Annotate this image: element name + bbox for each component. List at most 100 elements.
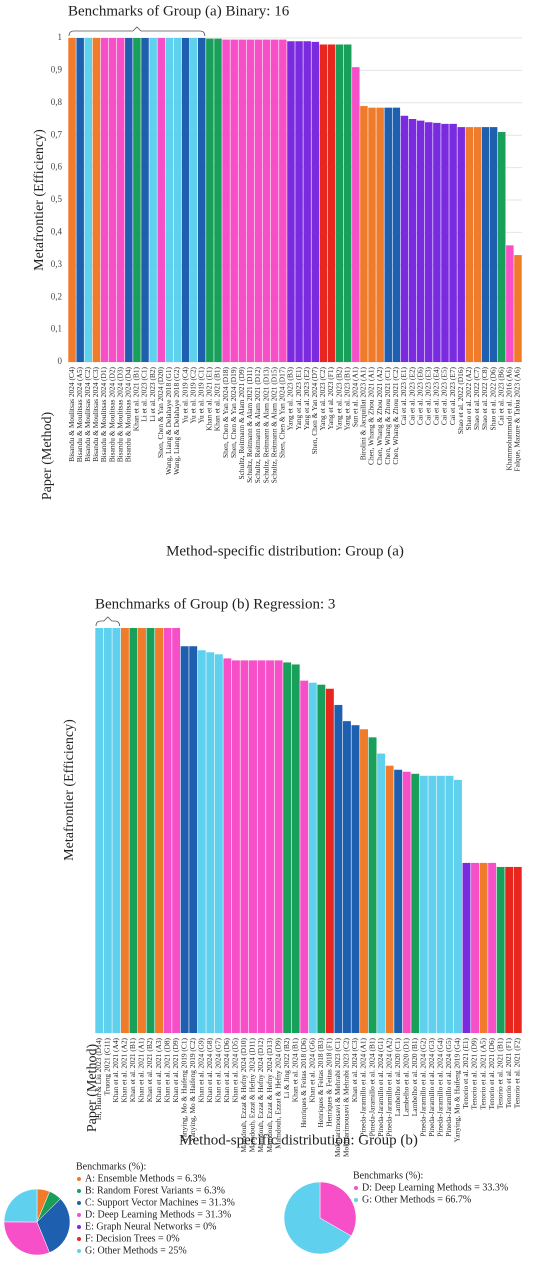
x-tick-label: Schultz, Reitmann & Alam 2021 (D11) — [245, 366, 254, 482]
x-tick-label: Schultz, Reitmann & Alam 2021 (D12) — [253, 366, 262, 483]
x-tick-label: Mamdouh, Ezzat & Hefny 2024 (D10) — [239, 1037, 248, 1152]
y-tick-label: 0,2 — [51, 291, 62, 301]
x-tick-label: Shen, Chen & Yan 2024 (D19) — [229, 366, 238, 457]
x-tick-label: Tenorio et al. 2021 (B1) — [495, 1037, 504, 1109]
x-tick-label: Yang et al. 2023 (B1) — [342, 366, 351, 430]
x-tick-label: Chen, Whang & Zhou 2021 (A1) — [367, 366, 376, 465]
bar — [402, 771, 411, 1033]
bar — [279, 39, 287, 363]
bar — [206, 38, 214, 362]
x-tick-label: Cai et al. 2023 (E2) — [407, 366, 416, 425]
bar — [257, 660, 266, 1033]
bar — [471, 862, 479, 1033]
x-tick-label: Chen, Whang & Zhou 2021 (A2) — [375, 366, 384, 465]
pie-slice — [3, 1188, 38, 1223]
pie-slice — [283, 1181, 352, 1255]
x-tick-label: Tenorio et al. 2021 (D6) — [487, 1037, 496, 1109]
x-tick-label: Pineda-Jaramillo et al. 2024 (B1) — [367, 1037, 376, 1136]
x-tick-label: Tenorio et al. 2021 (F2) — [512, 1037, 521, 1108]
bar — [112, 628, 121, 1033]
bar — [462, 862, 471, 1033]
legend-marker — [354, 1198, 358, 1202]
x-tick-label: Lambelho et al. 2020 (D1) — [401, 1037, 410, 1116]
caption: Method-specific distribution: Group (a) — [166, 543, 404, 559]
bar — [400, 115, 409, 362]
bar — [489, 127, 498, 362]
x-tick-label: Henriques & Feitas 2018 (F1) — [325, 1037, 334, 1126]
x-tick-label: Schultz, Reitmann & Alam 2021 (D15) — [269, 366, 278, 483]
legend-marker — [354, 1186, 358, 1190]
bar — [214, 654, 223, 1033]
x-tick-label: Pineda-Jaramillo et al. 2024 (G3) — [427, 1037, 436, 1136]
x-tick-label: Khan et al. 2021 (B2) — [145, 1037, 154, 1102]
x-tick-label: Tenorio et al. 2021 (F1) — [504, 1037, 513, 1108]
bar — [84, 38, 93, 362]
x-tick-label: Mokhtarimousavi & Mehrabi 2023 (C1) — [333, 1037, 342, 1157]
x-tick-label: Shen, Chen & Yan 2024 (D7) — [310, 366, 319, 454]
x-tick-label: Falque, Mazure & Tabia 2023 (A6) — [513, 366, 522, 471]
x-tick-label: Li et al. 2023 (C1) — [140, 366, 149, 421]
x-tick-label: Henriques & Feitas 2018 (D6) — [299, 1037, 308, 1127]
bar — [377, 753, 386, 1033]
x-tick-label: Wang, Liang & Delahaye 2018 (G2) — [172, 366, 181, 474]
x-tick-label: Cai et al. 2023 (E6) — [415, 366, 424, 425]
bar — [223, 658, 232, 1033]
x-tick-label: Yang et al. 2023 (B2) — [334, 366, 343, 430]
x-tick-label: Mamdouh, Ezzat & Hefny 2024 (D9) — [273, 1037, 282, 1148]
y-tick-label: 0,9 — [51, 64, 63, 74]
x-tick-label: Pineda-Jaramillo et al. 2024 (A1) — [359, 1037, 368, 1136]
bar — [173, 38, 182, 362]
bar — [274, 660, 283, 1033]
legend-title: Benchmarks (%): — [353, 1170, 423, 1181]
bar — [513, 866, 522, 1033]
bar — [295, 41, 303, 363]
x-tick-label: Cai et al. 2023 (E1) — [399, 366, 408, 425]
x-tick-label: Cai et al. 2023 (E4) — [432, 366, 441, 425]
bar — [394, 769, 403, 1033]
bar — [198, 38, 206, 362]
bar — [325, 688, 334, 1033]
bar — [231, 660, 240, 1033]
bar — [266, 660, 275, 1033]
bar — [457, 127, 465, 362]
x-tick-label: Yu et al. 2019 (C4) — [180, 366, 189, 423]
x-tick-label: Truong 2021 (G11) — [103, 1037, 112, 1095]
bar — [384, 107, 392, 362]
bar — [360, 106, 368, 362]
bar — [385, 765, 394, 1033]
legend-label: G: Other Methods = 66.7% — [362, 1194, 471, 1205]
bar — [240, 660, 249, 1033]
bar — [141, 38, 149, 362]
legend-marker — [77, 1249, 81, 1253]
bar — [319, 44, 328, 362]
x-tick-label: Khan et al. 2024 (G6) — [307, 1037, 316, 1102]
x-tick-label: Wang, Liang & Delahaye 2018 (G1) — [164, 366, 173, 474]
bar — [497, 131, 506, 362]
x-tick-label: Pineda-Jaramillo et al. 2024 (G1) — [376, 1037, 385, 1136]
x-tick-label: Khan et al. 2024 (G8) — [205, 1037, 214, 1102]
legend-marker — [77, 1213, 81, 1217]
legend-label: C: Support Vector Machines = 31.3% — [85, 1197, 235, 1208]
legend-marker — [77, 1201, 81, 1205]
x-tick-label: Yang et al. 2023 (E2) — [302, 366, 311, 430]
bar — [206, 652, 215, 1033]
x-tick-label: Shen, Chen & Yan 2024 (D17) — [278, 366, 287, 457]
bar — [334, 704, 343, 1033]
legend-marker — [77, 1177, 81, 1181]
x-tick-label: Li & Jing 2022 (B2) — [282, 1037, 291, 1098]
x-tick-label: Shen, Chen & Yan 2024 (D20) — [156, 366, 165, 457]
bar — [352, 67, 360, 362]
bar — [149, 38, 157, 362]
bar — [449, 123, 457, 362]
bar — [481, 127, 490, 362]
y-tick-label: 0 — [58, 356, 63, 366]
x-axis-label: Paper (Method) — [85, 1044, 100, 1133]
x-tick-label: Bisandu & Moulitsas 2024 (C2) — [83, 366, 92, 461]
bar — [133, 38, 141, 362]
x-tick-label: Yanying, Mo & Haifeng 2019 (C1) — [179, 1037, 188, 1141]
x-tick-label: Cai et al. 2023 (E3) — [423, 366, 432, 425]
bar — [436, 775, 445, 1033]
bar — [287, 41, 295, 363]
bar — [428, 775, 437, 1033]
bar — [505, 866, 514, 1033]
